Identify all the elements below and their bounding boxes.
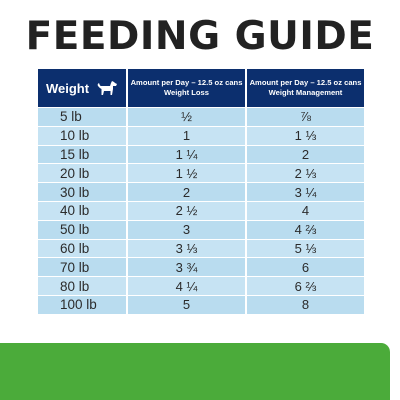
weight-cell: 10 lb (38, 126, 126, 145)
feeding-table-container: Weight Amount per Day – 12.5 oz cans Wei… (36, 68, 366, 315)
dog-icon (97, 81, 118, 95)
weight-loss-cell: 3 (128, 220, 245, 239)
weight-loss-cell: 4 ¼ (128, 277, 245, 295)
weight-cell: 80 lb (38, 277, 126, 295)
table-row: 20 lb 1 ½ 2 ⅓ (38, 164, 364, 183)
weight-cell: 40 lb (38, 201, 126, 220)
weight-loss-column-header: Amount per Day – 12.5 oz cans Weight Los… (128, 69, 245, 107)
weight-management-column-header: Amount per Day – 12.5 oz cans Weight Man… (247, 69, 364, 107)
weight-loss-cell: ½ (128, 108, 245, 126)
weight-loss-cell: 2 ½ (128, 201, 245, 220)
weight-cell: 5 lb (38, 108, 126, 126)
table-row: 15 lb 1 ¼ 2 (38, 145, 364, 164)
weight-cell: 100 lb (38, 295, 126, 314)
table-row: 70 lb 3 ¾ 6 (38, 258, 364, 277)
weight-management-header-line2: Weight Management (268, 88, 343, 97)
weight-management-cell: ⅞ (247, 108, 364, 126)
table-row: 5 lb ½ ⅞ (38, 108, 364, 126)
weight-management-cell: 8 (247, 295, 364, 314)
table-row: 40 lb 2 ½ 4 (38, 201, 364, 220)
weight-management-cell: 2 (247, 145, 364, 164)
table-row: 60 lb 3 ⅓ 5 ⅓ (38, 239, 364, 258)
table-row: 80 lb 4 ¼ 6 ⅔ (38, 277, 364, 295)
weight-loss-cell: 3 ¾ (128, 258, 245, 277)
weight-cell: 30 lb (38, 183, 126, 201)
weight-cell: 50 lb (38, 220, 126, 239)
weight-management-cell: 4 ⅔ (247, 220, 364, 239)
table-row: 50 lb 3 4 ⅔ (38, 220, 364, 239)
weight-management-cell: 3 ¼ (247, 183, 364, 201)
weight-loss-cell: 2 (128, 183, 245, 201)
weight-management-cell: 6 (247, 258, 364, 277)
weight-loss-cell: 1 ½ (128, 164, 245, 183)
table-row: 10 lb 1 1 ⅓ (38, 126, 364, 145)
weight-loss-header-line2: Weight Loss (163, 88, 209, 97)
feeding-table: Weight Amount per Day – 12.5 oz cans Wei… (36, 68, 366, 315)
table-row: 100 lb 5 8 (38, 295, 364, 314)
weight-cell: 60 lb (38, 239, 126, 258)
weight-cell: 20 lb (38, 164, 126, 183)
green-footer-band (0, 343, 390, 400)
weight-management-cell: 2 ⅓ (247, 164, 364, 183)
weight-management-cell: 1 ⅓ (247, 126, 364, 145)
weight-cell: 70 lb (38, 258, 126, 277)
weight-management-header-line1: Amount per Day – 12.5 oz cans (249, 78, 362, 87)
weight-loss-cell: 5 (128, 295, 245, 314)
table-row: 30 lb 2 3 ¼ (38, 183, 364, 201)
weight-loss-cell: 1 ¼ (128, 145, 245, 164)
weight-management-cell: 5 ⅓ (247, 239, 364, 258)
table-header-row: Weight Amount per Day – 12.5 oz cans Wei… (38, 69, 364, 107)
weight-cell: 15 lb (38, 145, 126, 164)
weight-loss-cell: 3 ⅓ (128, 239, 245, 258)
page-title: FEEDING GUIDE (25, 14, 375, 59)
weight-management-cell: 6 ⅔ (247, 277, 364, 295)
weight-header-label: Weight (45, 80, 90, 96)
weight-management-cell: 4 (247, 201, 364, 220)
weight-loss-header-line1: Amount per Day – 12.5 oz cans (130, 78, 243, 87)
weight-loss-cell: 1 (128, 126, 245, 145)
weight-column-header: Weight (38, 69, 126, 107)
